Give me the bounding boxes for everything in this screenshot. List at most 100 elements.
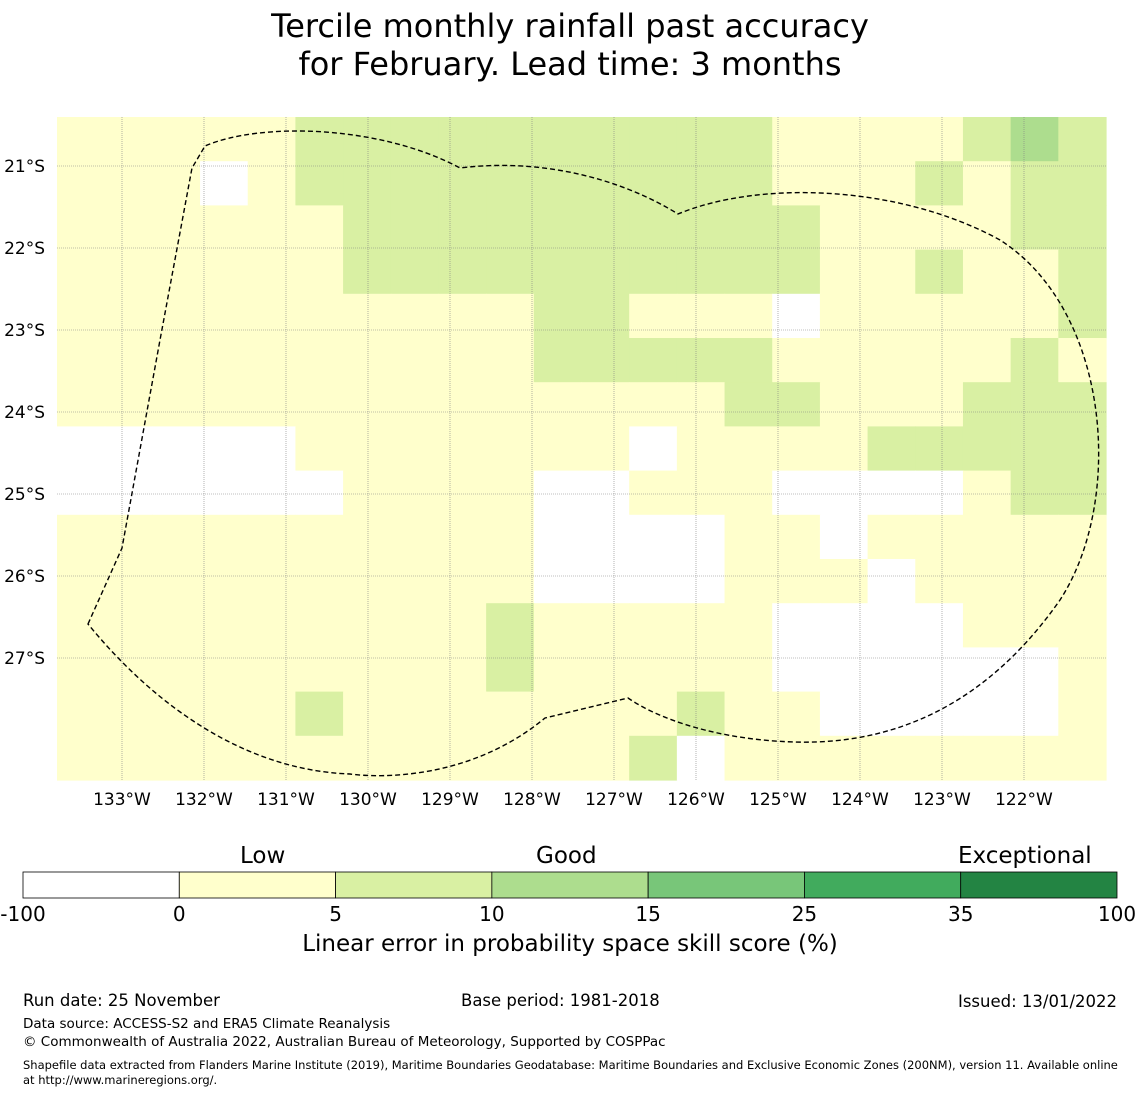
grid-cell <box>438 470 487 516</box>
grid-cell <box>247 735 297 781</box>
grid-cell <box>676 161 726 206</box>
legend-category-good: Good <box>536 843 597 869</box>
grid-cell <box>390 382 440 427</box>
grid-cell <box>104 117 153 162</box>
grid-cell <box>295 603 344 648</box>
grid-cell <box>1010 514 1059 560</box>
grid-cell <box>867 117 916 162</box>
grid-cell <box>390 514 440 560</box>
grid-cell <box>962 161 1012 206</box>
grid-cell <box>57 426 106 472</box>
grid-cell <box>390 161 440 206</box>
latitude-tick-label: 25°S <box>4 485 45 505</box>
latitude-tick-label: 27°S <box>4 649 45 669</box>
grid-cell <box>819 338 869 383</box>
grid-cell <box>200 603 249 648</box>
longitude-tick-label: 127°W <box>585 790 643 810</box>
grid-cell <box>533 647 583 693</box>
grid-cell <box>152 559 201 604</box>
grid-cell <box>629 691 678 737</box>
grid-cell <box>772 205 821 251</box>
colorbar-bin <box>960 871 1118 899</box>
grid-cell <box>343 249 392 295</box>
grid-cell <box>57 603 106 648</box>
grid-cell <box>295 426 344 472</box>
longitude-tick-label: 123°W <box>913 790 971 810</box>
grid-cell <box>247 382 297 427</box>
grid-cell <box>629 603 678 648</box>
grid-cell <box>486 338 535 383</box>
grid-cell <box>152 249 201 295</box>
grid-cell <box>295 735 344 781</box>
grid-cell <box>152 647 201 693</box>
latitude-tick-label: 23°S <box>4 321 45 341</box>
grid-cell <box>772 293 821 339</box>
colorbar-bins <box>22 871 1118 899</box>
grid-cell <box>152 426 201 472</box>
grid-cell <box>247 249 297 295</box>
grid-cell <box>581 603 630 648</box>
grid-cell <box>533 559 583 604</box>
grid-cell <box>676 249 726 295</box>
grid-cell <box>390 603 440 648</box>
copyright: © Commonwealth of Australia 2022, Austra… <box>23 1034 666 1050</box>
grid-cell <box>295 161 344 206</box>
grid-cell <box>915 559 964 604</box>
grid-cell <box>200 470 249 516</box>
grid-cell <box>772 338 821 383</box>
grid-cell <box>343 338 392 383</box>
longitude-ticks: 133°W 132°W 131°W 130°W 129°W 128°W 127°W 126°W… <box>93 790 1053 810</box>
grid-cell <box>629 293 678 339</box>
grid-cell <box>343 603 392 648</box>
grid-cell <box>819 735 869 781</box>
longitude-tick-label: 126°W <box>667 790 725 810</box>
grid-cell <box>104 647 153 693</box>
grid-cell <box>581 647 630 693</box>
grid-cell <box>343 735 392 781</box>
grid-cell <box>724 470 773 516</box>
grid-cell <box>724 293 773 339</box>
legend-category-exceptional: Exceptional <box>958 843 1092 869</box>
grid-cell <box>533 293 583 339</box>
grid-cell <box>1010 603 1059 648</box>
grid-cell <box>581 559 630 604</box>
grid-cell <box>915 205 964 251</box>
grid-cell <box>1010 735 1059 781</box>
grid-cell <box>247 470 297 516</box>
grid-cell <box>915 426 964 472</box>
grid-cell <box>962 603 1012 648</box>
grid-cell <box>247 426 297 472</box>
grid-cell <box>581 117 630 162</box>
grid-cell <box>915 514 964 560</box>
skill-map: 133°W 132°W 131°W 130°W 129°W 128°W 127°W 126°W… <box>4 117 1107 810</box>
grid-cell <box>819 249 869 295</box>
grid-cell <box>57 117 106 162</box>
grid-cell <box>486 117 535 162</box>
grid-cell <box>104 293 153 339</box>
grid-cell <box>1058 117 1107 162</box>
run-date: Run date: 25 November <box>23 991 220 1010</box>
grid-cell <box>819 426 869 472</box>
grid-cell <box>724 691 773 737</box>
grid-cell <box>104 514 153 560</box>
grid-cell <box>438 161 487 206</box>
grid-cell <box>1058 470 1107 516</box>
grid-cell <box>486 691 535 737</box>
latitude-tick-label: 21°S <box>4 157 45 177</box>
grid-cell <box>915 470 964 516</box>
grid-cell <box>390 426 440 472</box>
grid-cell <box>200 205 249 251</box>
grid-cell <box>819 514 869 560</box>
grid-cell <box>486 249 535 295</box>
grid-cell <box>676 293 726 339</box>
grid-cell <box>438 559 487 604</box>
grid-cell <box>962 338 1012 383</box>
grid-cell <box>581 249 630 295</box>
grid-cell <box>1058 426 1107 472</box>
latitude-tick-label: 26°S <box>4 567 45 587</box>
grid-cell <box>104 426 153 472</box>
grid-cell <box>676 603 726 648</box>
grid-cell <box>152 205 201 251</box>
grid-cell <box>343 117 392 162</box>
grid-cell <box>104 603 153 648</box>
